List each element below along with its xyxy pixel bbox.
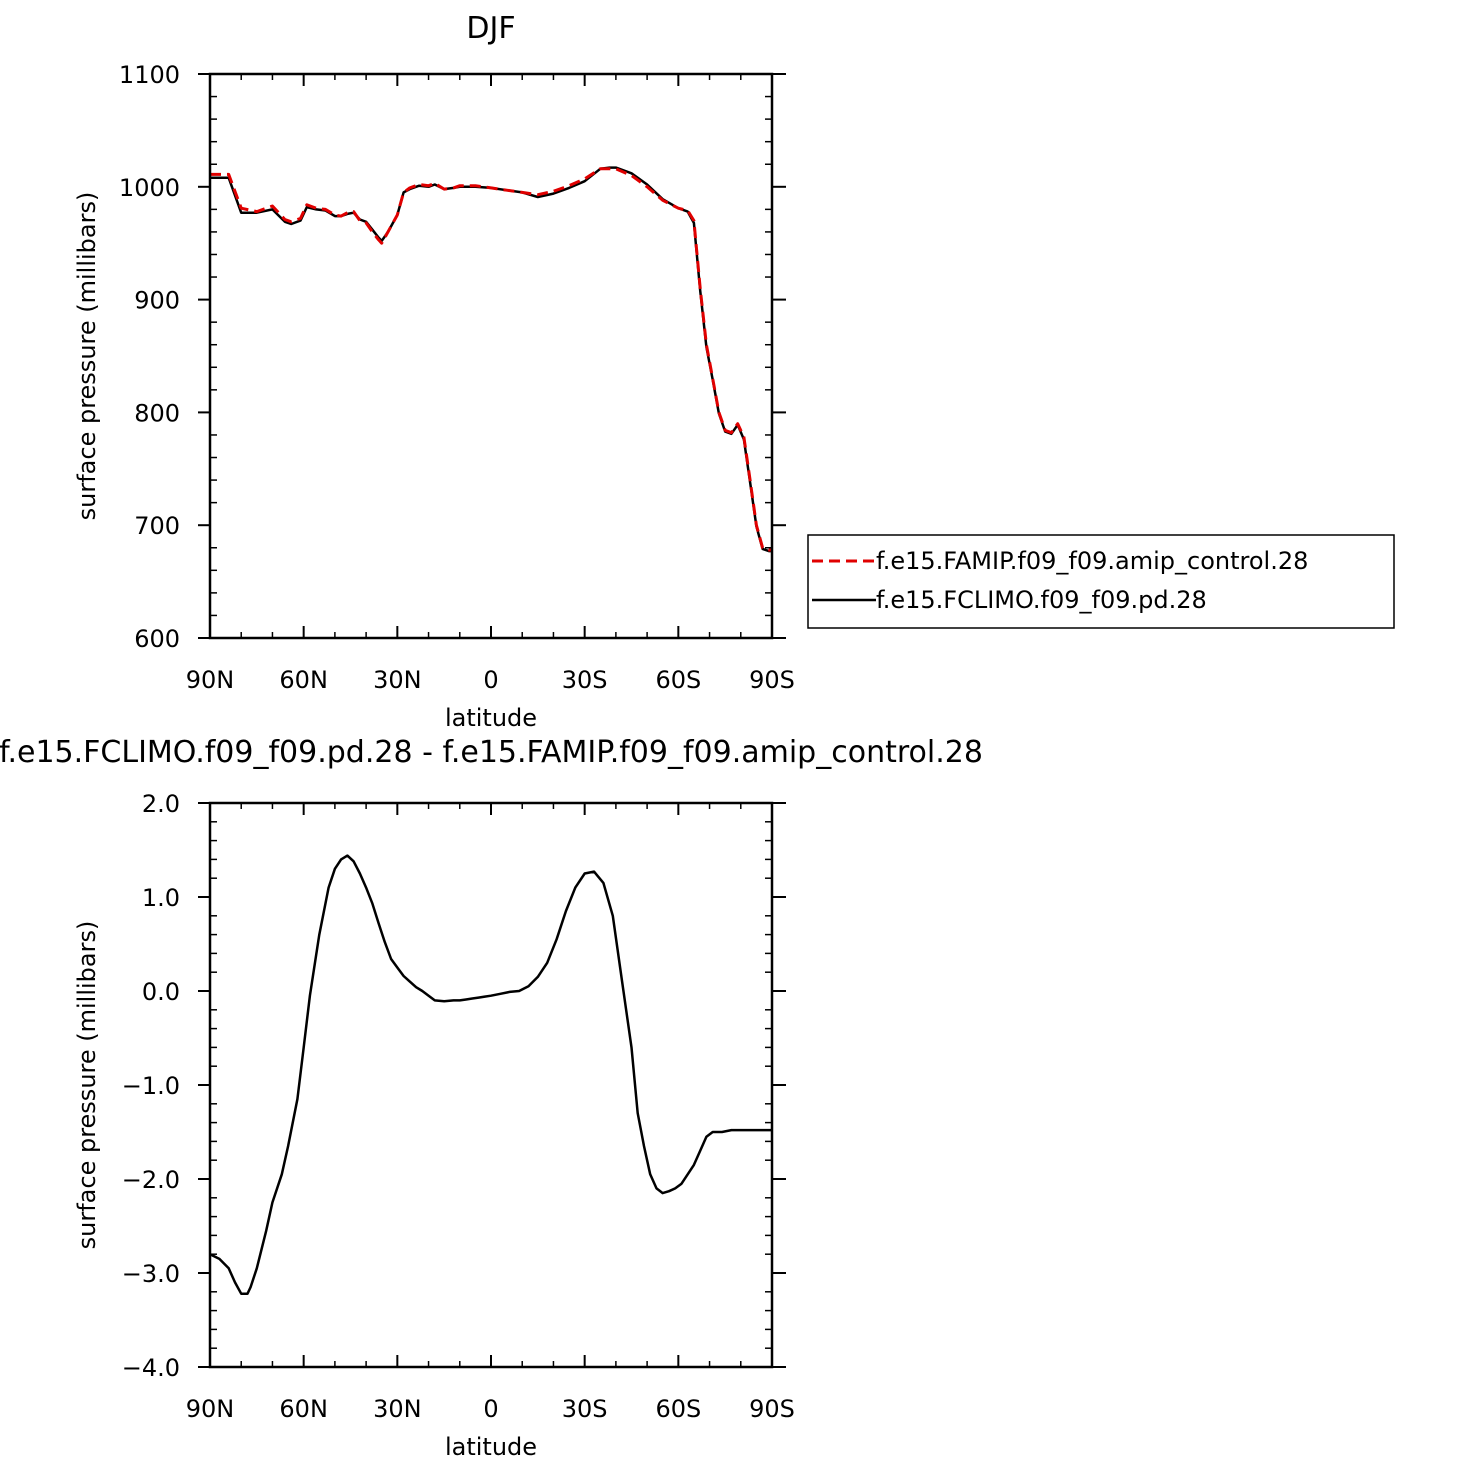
- plot-frame: [208, 72, 774, 640]
- x-tick-label: 30N: [373, 1395, 422, 1423]
- x-tick-label: 90S: [749, 1395, 795, 1423]
- y-axis-label: surface pressure (millibars): [73, 921, 101, 1250]
- x-tick-label: 90N: [186, 1395, 235, 1423]
- tick-group: 90N 60N 30N 0 30S 60S 90S −4.0 −3.0 −2.0 −1.0 0.0 1.…: [122, 790, 795, 1423]
- x-tick-label: 60N: [279, 1395, 328, 1423]
- y-tick-label: 2.0: [142, 790, 180, 818]
- x-axis-label: latitude: [445, 1433, 537, 1461]
- x-tick-label: 0: [483, 1395, 498, 1423]
- x-tick-label: 0: [483, 666, 498, 694]
- panel-top: DJF 90N 60N 30N 0 30S 60S 90S 600 700 800 900 1000 1…: [73, 11, 1395, 732]
- series-line-2-1: [209, 854, 772, 1295]
- y-tick-label: 600: [134, 625, 180, 653]
- y-tick-label: 1100: [119, 61, 180, 89]
- y-tick-label: −2.0: [122, 1166, 180, 1194]
- x-tick-label: 90S: [749, 666, 795, 694]
- series-line-1-2: [210, 166, 772, 553]
- y-tick-label: 800: [134, 399, 180, 427]
- y-tick-label: −3.0: [122, 1260, 180, 1288]
- legend-label-famip: f.e15.FAMIP.f09_f09.amip_control.28: [876, 547, 1308, 575]
- y-tick-label: 900: [134, 287, 180, 315]
- x-axis-label: latitude: [445, 704, 537, 732]
- y-tick-label: −4.0: [122, 1354, 180, 1382]
- panel-bottom: f.e15.FCLIMO.f09_f09.pd.28 - f.e15.FAMIP…: [0, 735, 983, 1461]
- y-axis-label: surface pressure (millibars): [73, 192, 101, 521]
- chart-title-difference: f.e15.FCLIMO.f09_f09.pd.28 - f.e15.FAMIP…: [0, 735, 983, 770]
- x-tick-label: 30N: [373, 666, 422, 694]
- x-tick-label: 90N: [186, 666, 235, 694]
- chart-title: DJF: [466, 11, 515, 46]
- x-tick-label: 30S: [562, 666, 608, 694]
- x-tick-label: 60S: [655, 1395, 701, 1423]
- series-group: [209, 854, 772, 1295]
- legend-box: [807, 534, 1395, 629]
- legend-label-fclimo: f.e15.FCLIMO.f09_f09.pd.28: [876, 586, 1207, 614]
- plot-frame: [208, 801, 774, 1369]
- series-line-1-1: [210, 167, 772, 552]
- x-tick-label: 30S: [562, 1395, 608, 1423]
- y-tick-label: 700: [134, 512, 180, 540]
- legend: f.e15.FAMIP.f09_f09.amip_control.28 f.e1…: [807, 534, 1395, 629]
- x-tick-label: 60S: [655, 666, 701, 694]
- x-tick-label: 60N: [279, 666, 328, 694]
- tick-group: 90N 60N 30N 0 30S 60S 90S 600 700 800 900 1000 1100: [119, 61, 795, 694]
- series-group: [210, 166, 772, 553]
- y-tick-label: 0.0: [142, 978, 180, 1006]
- y-tick-label: −1.0: [122, 1072, 180, 1100]
- y-tick-label: 1.0: [142, 884, 180, 912]
- y-tick-label: 1000: [119, 174, 180, 202]
